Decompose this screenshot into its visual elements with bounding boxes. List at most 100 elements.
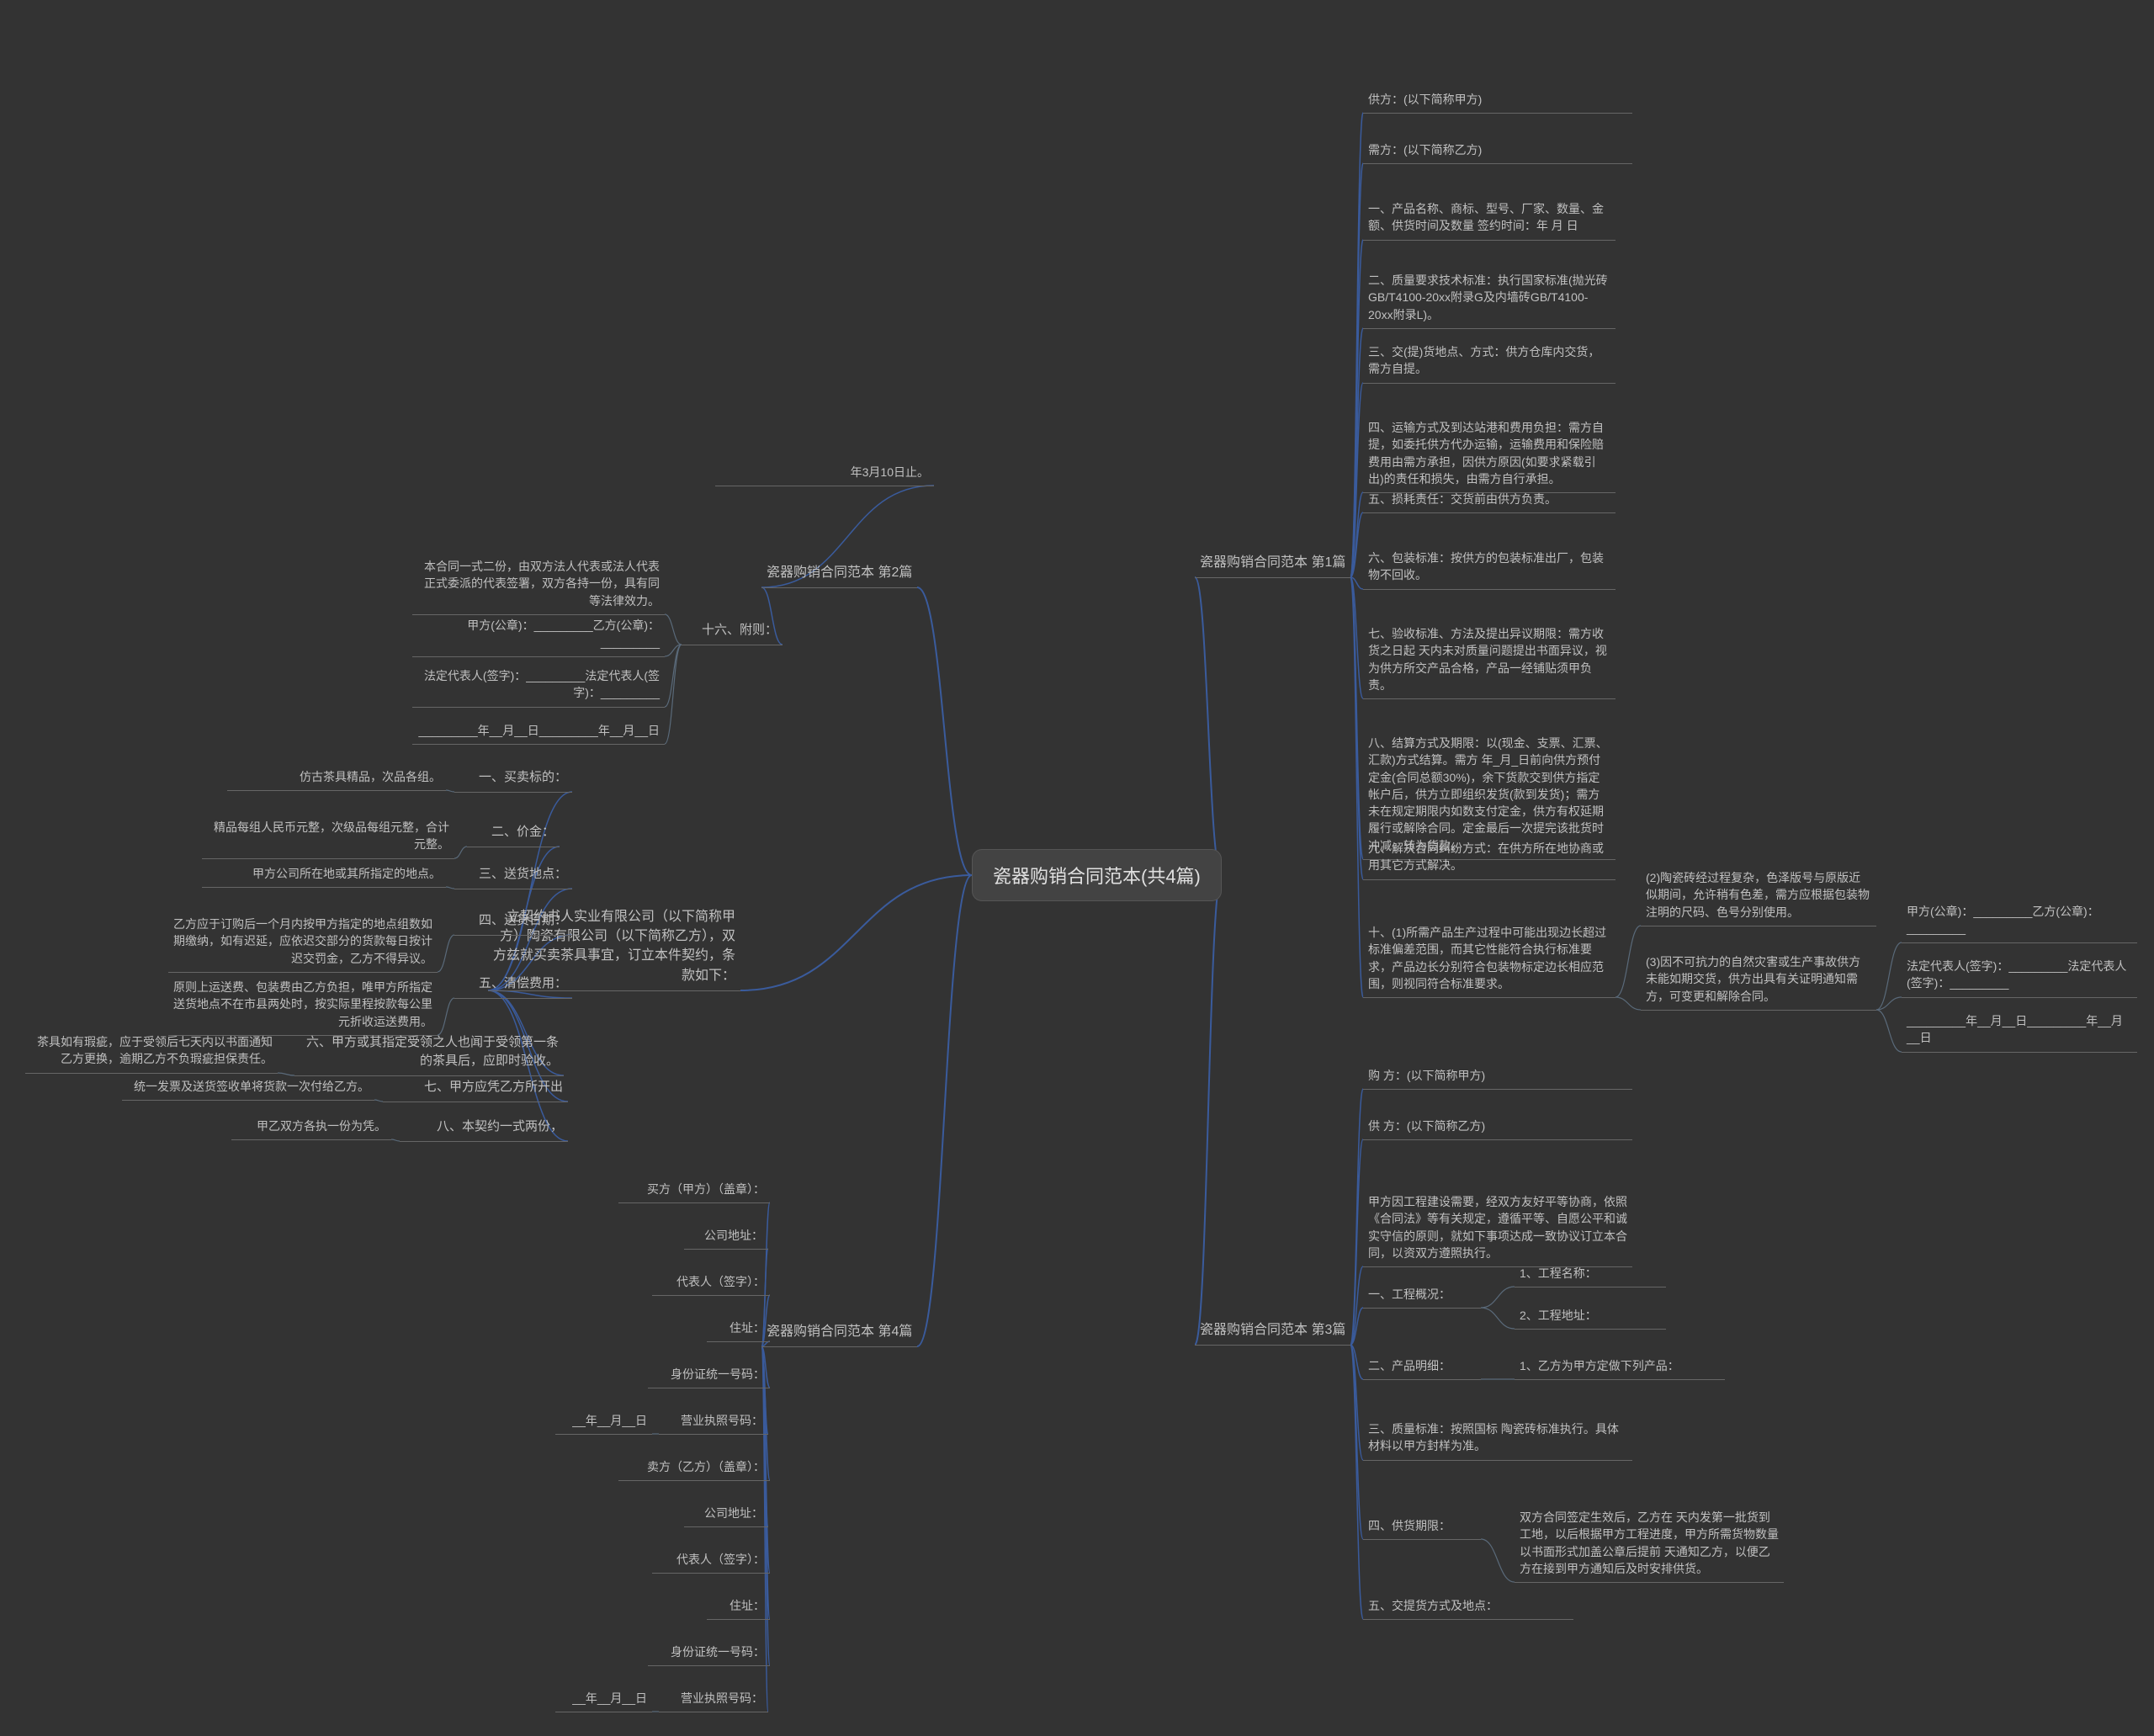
node-c2b_7a: 统一发票及送货签收单将货款一次付给乙方。 — [122, 1075, 374, 1101]
node-c3_5: 二、产品明细： — [1363, 1355, 1481, 1380]
node-c3: 瓷器购销合同范本 第3篇 — [1195, 1318, 1350, 1346]
node-c3_5a: 1、乙方为甲方定做下列产品： — [1515, 1355, 1725, 1380]
node-c2b_2: 二、价金： — [467, 820, 560, 847]
node-c1_12b: (3)因不可抗力的自然灾害或生产事故供方未能如期交货，供方出具有关证明通知需方，… — [1641, 951, 1876, 1011]
edge — [1350, 240, 1363, 577]
edge — [446, 887, 454, 889]
edge — [1350, 1266, 1363, 1345]
edge — [917, 875, 972, 1346]
node-c2b_7: 七、甲方应凭乙方所开出 — [383, 1075, 568, 1102]
node-c2b_6: 六、甲方或其指定受领之人也闻于受领第一条的茶具后，应即时验收。 — [294, 1031, 564, 1076]
node-c4_10: 住址： — [707, 1595, 770, 1620]
node-c1: 瓷器购销合同范本 第1篇 — [1195, 550, 1350, 578]
node-c2_2d: _________年__月__日_________年__月__日 — [412, 719, 665, 745]
node-c1_7: 五、损耗责任：交货前由供方负责。 — [1363, 488, 1616, 513]
node-c4_5: 身份证统一号码： — [648, 1363, 770, 1388]
node-c1_12b2: 法定代表人(签字)：_________法定代表人(签字)：_________ — [1902, 955, 2137, 998]
node-c3_4: 一、工程概况： — [1363, 1283, 1481, 1309]
node-c4_12a: __年__月__日 — [555, 1687, 652, 1712]
edge — [1350, 113, 1363, 577]
edge — [665, 645, 682, 656]
node-c3_2: 供 方：(以下简称乙方) — [1363, 1115, 1632, 1140]
node-c3_1: 购 方：(以下简称甲方) — [1363, 1064, 1632, 1090]
node-c2b_2a: 精品每组人民币元整，次级品每组元整，合计元整。 — [202, 816, 454, 859]
node-c3_7a: 双方合同签定生效后，乙方在 天内发第一批货到工地，以后根据甲方工程进度，甲方所需… — [1515, 1506, 1784, 1583]
edge — [1350, 1139, 1363, 1345]
node-c2b_3: 三、送货地点： — [454, 863, 572, 889]
node-c1_5: 三、交(提)货地点、方式：供方仓库内交货，需方自提。 — [1363, 341, 1616, 384]
edge — [1350, 383, 1363, 577]
edge — [1350, 1345, 1363, 1619]
node-c3_3: 甲方因工程建设需要，经双方友好平等协商，依照《合同法》等有关规定，遵循平等、自愿… — [1363, 1191, 1632, 1267]
edge — [1350, 1089, 1363, 1345]
node-c3_4a: 1、工程名称： — [1515, 1262, 1666, 1287]
node-c2b_5: 五、清偿费用： — [454, 972, 572, 999]
edge — [1350, 577, 1363, 879]
edge — [740, 875, 972, 990]
node-c4_11: 身份证统一号码： — [648, 1641, 770, 1666]
edge — [1350, 492, 1363, 577]
node-c2_2c: 法定代表人(签字)：_________法定代表人(签字)：_________ — [412, 665, 665, 708]
node-c1_12b1: 甲方(公章)：_________乙方(公章)：_________ — [1902, 900, 2137, 943]
edge — [454, 847, 467, 858]
node-c1_1: 供方：(以下简称甲方) — [1363, 88, 1632, 114]
edge — [391, 1139, 400, 1141]
node-c2b_8a: 甲乙双方各执一份为凭。 — [231, 1115, 391, 1140]
edge — [1876, 997, 1902, 1010]
edge — [438, 935, 454, 972]
edge — [1350, 163, 1363, 577]
node-c4_12: 营业执照号码： — [659, 1687, 768, 1712]
node-c2_1: 年3月10日止。 — [715, 461, 934, 486]
node-c2_2: 十六、附则： — [682, 618, 783, 645]
node-c1_4: 二、质量要求技术标准：执行国家标准(抛光砖GB/T4100-20xx附录G及内墙… — [1363, 269, 1616, 329]
node-c1_9: 七、验收标准、方法及提出异议期限：需方收货之日起 天内未对质量问题提出书面异议，… — [1363, 623, 1616, 699]
mindmap-canvas: { "colors": { "bg": "#333333", "node_und… — [0, 0, 2154, 1736]
node-c4_8: 公司地址： — [684, 1502, 768, 1527]
node-c2b_6a: 茶具如有瑕疵，应于受领后七天内以书面通知乙方更换，逾期乙方不负瑕疵担保责任。 — [25, 1031, 278, 1074]
edge — [1195, 577, 1222, 875]
edge — [1481, 1539, 1515, 1582]
node-c4_1: 买方（甲方）（盖章）： — [618, 1178, 770, 1203]
node-c3_6: 三、质量标准：按照国标 陶瓷砖标准执行。具体材料以甲方封样为准。 — [1363, 1418, 1632, 1461]
edge — [917, 587, 972, 875]
edge — [1350, 577, 1363, 698]
node-c2b_8: 八、本契约一式两份， — [400, 1115, 568, 1142]
edge — [1350, 1345, 1363, 1379]
edge — [665, 645, 682, 707]
edge — [1350, 512, 1363, 577]
node-c1_8: 六、包装标准：按供方的包装标准出厂，包装物不回收。 — [1363, 547, 1616, 590]
node-c1_11: 九、解决合同纠纷方式：在供方所在地协商或用其它方式解决。 — [1363, 837, 1616, 880]
node-c4: 瓷器购销合同范本 第4篇 — [761, 1319, 917, 1347]
node-c2b_1a: 仿古茶具精品，次品各组。 — [227, 766, 446, 791]
root-node: 瓷器购销合同范本(共4篇) — [972, 849, 1222, 901]
node-c3_8: 五、交提货方式及地点： — [1363, 1595, 1573, 1620]
node-c1_12: 十、(1)所需产品生产过程中可能出现边长超过标准偏差范围，而其它性能符合执行标准… — [1363, 921, 1616, 998]
edge — [1350, 577, 1363, 859]
edge — [1616, 926, 1641, 997]
edge — [1350, 328, 1363, 577]
node-c2_2b: 甲方(公章)：_________乙方(公章)：_________ — [412, 614, 665, 657]
node-c4_9: 代表人（签字）： — [652, 1548, 770, 1574]
edge — [1616, 997, 1641, 1010]
node-c2b_5a: 原则上运送费、包装费由乙方负担，唯甲方所指定送货地点不在市县两处时，按实际里程按… — [168, 976, 438, 1036]
edge — [1350, 577, 1363, 589]
node-c1_12a: (2)陶瓷砖经过程复杂，色泽版号与原版近似期间，允许稍有色差，需方应根据包装物注… — [1641, 867, 1876, 926]
edge — [1350, 1308, 1363, 1345]
edge — [374, 1100, 383, 1102]
node-c1_12b3: _________年__月__日_________年__月__日 — [1902, 1010, 2137, 1053]
node-c2b_3a: 甲方公司所在地或其所指定的地点。 — [202, 863, 446, 888]
node-c2b_4: 四、送货日期： — [454, 909, 572, 936]
edge — [438, 998, 454, 1035]
node-c2b_4a: 乙方应于订购后一个月内按甲方指定的地点组数如期缴纳，如有迟延，应依迟交部分的货款… — [168, 913, 438, 973]
node-c1_2: 需方：(以下简称乙方) — [1363, 139, 1632, 164]
edge — [1350, 1345, 1363, 1460]
edge — [1350, 1345, 1363, 1539]
node-c2b_1: 一、买卖标的： — [454, 766, 572, 793]
edge — [665, 614, 682, 645]
edge — [1876, 1010, 1902, 1052]
node-c4_3: 代表人（签字）： — [652, 1271, 770, 1296]
node-c4_6: 营业执照号码： — [659, 1410, 768, 1435]
edge — [1876, 942, 1902, 1010]
node-c1_3: 一、产品名称、商标、型号、厂家、数量、金额、供货时间及数量 签约时间：年 月 日 — [1363, 198, 1616, 241]
edge — [1195, 875, 1222, 1345]
